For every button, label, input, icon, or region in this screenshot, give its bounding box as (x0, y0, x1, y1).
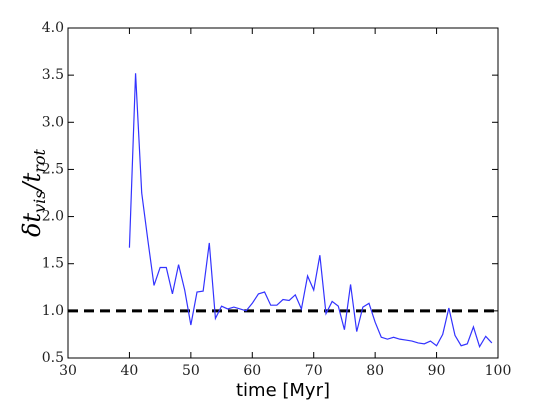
y-tick-label: 3.5 (42, 67, 64, 83)
y-tick-label: 2.5 (42, 161, 64, 177)
x-tick-label: 90 (428, 363, 446, 379)
x-tick-label: 50 (182, 363, 200, 379)
x-tick-label: 100 (485, 363, 512, 379)
x-tick-label: 30 (59, 363, 77, 379)
x-axis-label: time [Myr] (236, 380, 330, 401)
y-label-part: rot (30, 148, 49, 172)
x-tick-label: 60 (243, 363, 261, 379)
plot-frame (67, 27, 499, 359)
x-tick-label: 80 (366, 363, 384, 379)
y-tick-label: 1.0 (42, 303, 64, 319)
y-tick-label: 2.0 (42, 209, 64, 225)
y-tick-label: 0.5 (42, 350, 64, 366)
x-tick-label: 40 (121, 363, 139, 379)
y-label-part: /t (18, 172, 46, 192)
y-tick-label: 1.5 (42, 256, 64, 272)
data-line (128, 73, 493, 349)
y-label-part: vis (30, 190, 49, 212)
y-tick-label: 4.0 (42, 20, 64, 36)
y-label-part: δt (18, 213, 46, 237)
x-tick-label: 70 (305, 363, 323, 379)
y-tick-label: 3.0 (42, 114, 64, 130)
y-axis-label: δtvis/trot (18, 148, 49, 236)
